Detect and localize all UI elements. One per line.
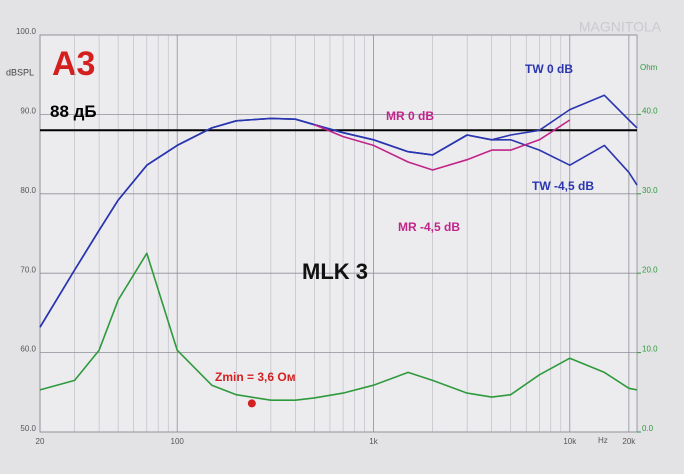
series-label: TW 0 dB bbox=[525, 62, 573, 76]
y2-tick-label: 40.0 bbox=[642, 107, 658, 116]
x-tick-label: 20k bbox=[622, 437, 636, 446]
series-line bbox=[39, 252, 638, 401]
y2-label: Ohm bbox=[640, 63, 658, 72]
series-label: TW -4,5 dB bbox=[532, 179, 594, 193]
y-label: dBSPL bbox=[6, 67, 34, 77]
y-tick-label: 50.0 bbox=[20, 424, 36, 433]
y2-tick-label: 20.0 bbox=[642, 265, 658, 274]
zmin-point bbox=[247, 399, 256, 408]
x-tick-label: 20 bbox=[36, 437, 45, 446]
series-line bbox=[314, 119, 571, 171]
x-tick-label: 10k bbox=[563, 437, 577, 446]
annotation: MLK 3 bbox=[302, 259, 368, 284]
annotation: MR 0 dB bbox=[386, 109, 434, 123]
x-tick-label: 1k bbox=[369, 437, 378, 446]
series-line bbox=[39, 117, 638, 328]
y2-tick-label: 10.0 bbox=[642, 345, 658, 354]
zmin-label: Zmin = 3,6 Ом bbox=[215, 370, 296, 384]
y-tick-label: 80.0 bbox=[20, 186, 36, 195]
logo: А3 bbox=[52, 45, 95, 83]
series-label: MR -4,5 dB bbox=[398, 220, 460, 234]
x-tick-label: 100 bbox=[171, 437, 185, 446]
reference-label: 88 дБ bbox=[50, 102, 97, 121]
y-tick-label: 70.0 bbox=[20, 265, 36, 274]
x-unit-label: Hz bbox=[598, 436, 608, 445]
plot-area bbox=[39, 34, 638, 433]
watermark: MAGNITOLA bbox=[579, 19, 662, 35]
y-tick-label: 100.0 bbox=[16, 27, 37, 36]
y2-tick-label: 30.0 bbox=[642, 186, 658, 195]
y2-tick-label: 0.0 bbox=[642, 424, 654, 433]
y-tick-label: 60.0 bbox=[20, 345, 36, 354]
y-tick-label: 90.0 bbox=[20, 107, 36, 116]
